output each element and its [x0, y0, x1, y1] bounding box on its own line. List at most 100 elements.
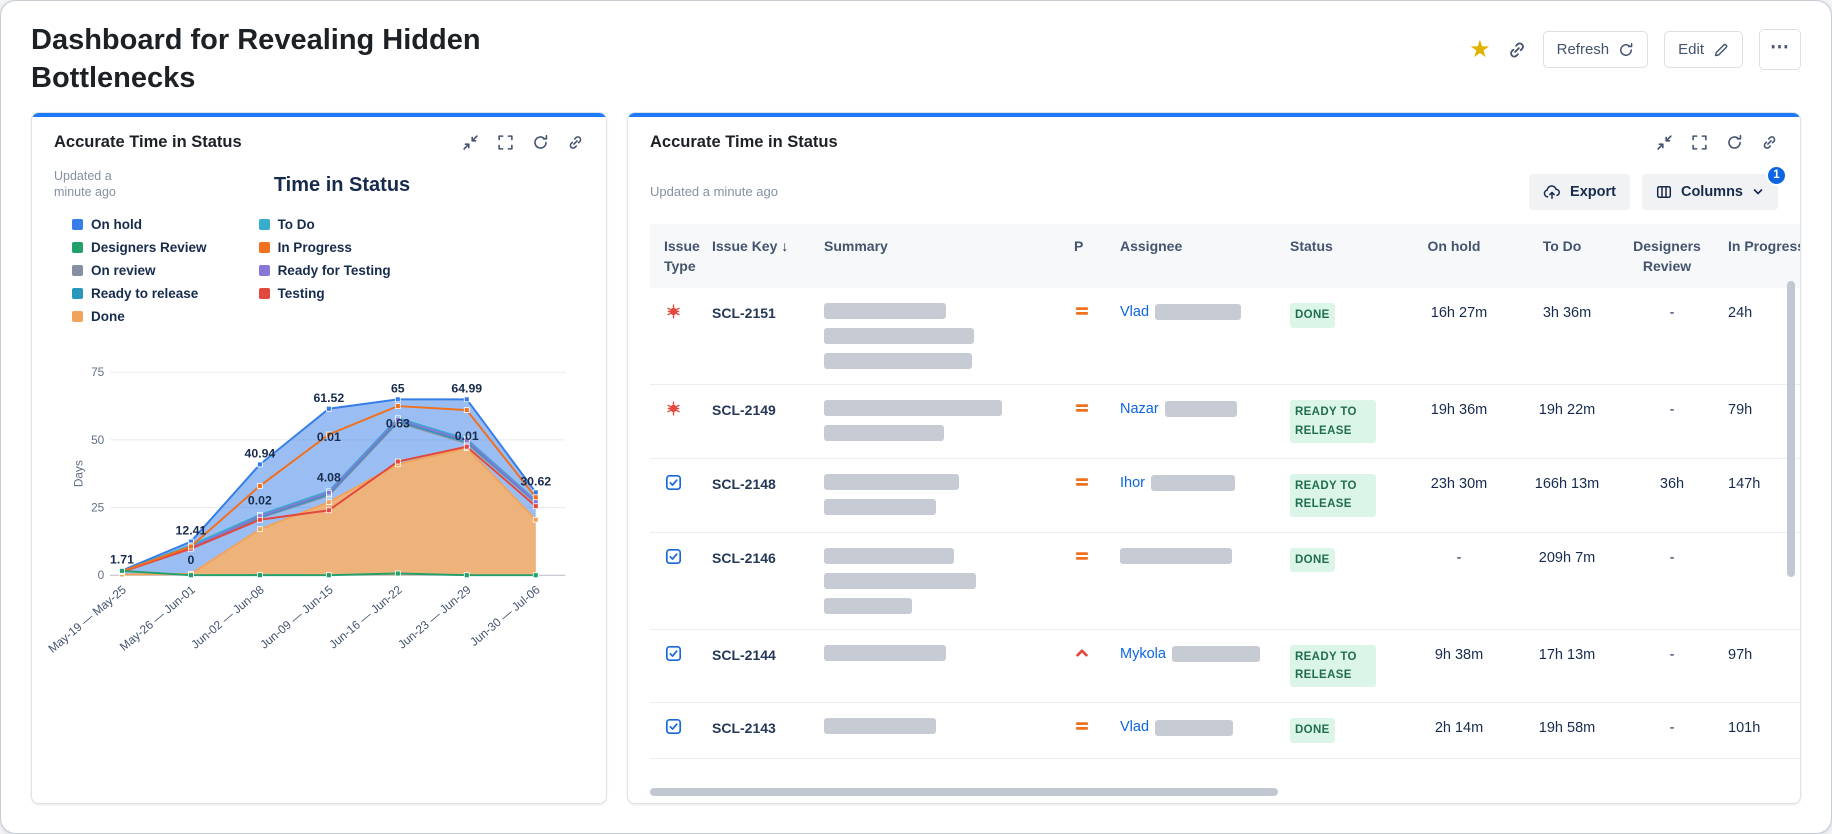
redacted-text-bar [824, 572, 976, 589]
legend-item[interactable]: Testing [258, 286, 391, 302]
export-button[interactable]: Export [1529, 173, 1630, 210]
status-cell: DONE [1290, 718, 1408, 743]
redacted-text-bar [824, 498, 936, 515]
more-actions-button[interactable]: ⋯ [1759, 29, 1801, 70]
column-header-on-hold[interactable]: On hold [1427, 237, 1481, 254]
column-header-status[interactable]: Status [1290, 237, 1333, 254]
table-body: SCL-2151 Vlad DONE 16h 27m 3h 36m - 24h … [650, 288, 1800, 759]
assignee-link[interactable]: Vlad [1120, 719, 1150, 736]
issue-key[interactable]: SCL-2146 [712, 549, 776, 566]
chart-area: 0 25 50 75 Days May-19 — May-25 May-26 — Jun-0… [32, 324, 606, 708]
svg-text:0: 0 [188, 554, 195, 568]
assignee-cell: Vlad [1120, 718, 1290, 736]
in-progress-value: 101h [1728, 720, 1761, 737]
to-do-value: 19h 58m [1538, 720, 1596, 737]
assignee-link[interactable]: Mykola [1120, 645, 1166, 662]
link-gadget-icon[interactable] [567, 134, 584, 151]
svg-text:May-19 — May-25: May-19 — May-25 [45, 583, 129, 656]
header-actions: ★ Refresh Edit ⋯ [1469, 29, 1801, 70]
issue-type-cell [650, 474, 712, 496]
issue-type-cell [650, 548, 712, 570]
table-row[interactable]: SCL-2143 Vlad DONE 2h 14m 19h 58m - 101h [650, 703, 1800, 759]
refresh-button[interactable]: Refresh [1542, 31, 1649, 68]
expand-icon[interactable] [497, 134, 514, 151]
favorite-star-icon[interactable]: ★ [1469, 35, 1491, 63]
column-header-to-do[interactable]: To Do [1542, 237, 1582, 254]
column-header-issue-type[interactable]: Issue Type [664, 237, 700, 274]
svg-text:May-26 — Jun-01: May-26 — Jun-01 [117, 583, 198, 654]
legend-item[interactable]: Ready for Testing [258, 263, 391, 278]
link-gadget-icon[interactable] [1761, 134, 1778, 151]
svg-text:Days: Days [72, 460, 86, 487]
issue-key[interactable]: SCL-2144 [712, 646, 776, 663]
refresh-gadget-icon[interactable] [532, 134, 549, 151]
legend-label: Testing [277, 286, 325, 302]
legend-swatch-icon [72, 288, 83, 300]
table-row[interactable]: SCL-2148 Ihor READY TO RELEASE 23h 30m 1… [650, 459, 1800, 533]
svg-text:0.01: 0.01 [317, 430, 341, 444]
issue-key[interactable]: SCL-2148 [712, 475, 776, 492]
issue-key[interactable]: SCL-2151 [712, 305, 776, 322]
column-header-p[interactable]: P [1074, 237, 1084, 254]
edit-button[interactable]: Edit [1664, 31, 1743, 68]
table-row[interactable]: SCL-2149 Nazar READY TO RELEASE 19h 36m … [650, 385, 1800, 459]
issue-key[interactable]: SCL-2149 [712, 402, 776, 419]
summary-redacted-cell [824, 473, 1074, 515]
column-header-summary[interactable]: Summary [824, 237, 888, 254]
chart-title: Time in Status [273, 173, 411, 196]
legend-item[interactable]: In Progress [258, 240, 391, 255]
issue-key[interactable]: SCL-2143 [712, 720, 776, 737]
designers-review-value: 36h [1659, 475, 1685, 492]
assignee-link[interactable]: Ihor [1120, 474, 1145, 491]
refresh-gadget-icon[interactable] [1726, 134, 1743, 151]
status-badge: READY TO RELEASE [1290, 400, 1376, 443]
status-cell: READY TO RELEASE [1290, 400, 1408, 443]
legend-swatch-icon [72, 242, 83, 254]
issue-type-cell [650, 645, 712, 667]
expand-icon[interactable] [1691, 134, 1708, 151]
legend-label: To Do [277, 217, 315, 233]
columns-button[interactable]: Columns 1 [1641, 164, 1787, 210]
legend-item[interactable]: Ready to release [72, 286, 207, 301]
bug-icon [665, 304, 682, 324]
summary-redacted-cell [824, 718, 1074, 735]
column-header-in-progress[interactable]: In Progress [1728, 237, 1800, 254]
summary-redacted-cell [824, 303, 1074, 370]
priority-cell [1074, 474, 1120, 495]
column-header-assignee[interactable]: Assignee [1120, 237, 1183, 254]
redacted-text-bar [824, 303, 946, 320]
svg-text:Jun-16 — Jun-22: Jun-16 — Jun-22 [326, 583, 404, 652]
on-hold-value: 23h 30m [1430, 475, 1488, 492]
svg-text:Jun-02 — Jun-08: Jun-02 — Jun-08 [188, 583, 267, 652]
redacted-text-bar [824, 473, 959, 490]
legend-item[interactable]: To Do [258, 217, 391, 233]
gadget-toolbar [462, 134, 584, 151]
designers-review-value: - [1669, 549, 1675, 566]
redacted-text-bar [824, 328, 974, 345]
legend-item[interactable]: On review [72, 263, 207, 278]
svg-text:64.99: 64.99 [451, 382, 482, 396]
svg-text:30.62: 30.62 [520, 475, 551, 489]
status-badge: DONE [1290, 303, 1335, 328]
legend-item[interactable]: Done [72, 309, 207, 324]
legend-item[interactable]: On hold [72, 217, 207, 232]
collapse-icon[interactable] [1656, 134, 1673, 151]
share-link-icon[interactable] [1507, 40, 1527, 60]
table-row[interactable]: SCL-2151 Vlad DONE 16h 27m 3h 36m - 24h [650, 288, 1800, 386]
horizontal-scrollbar[interactable] [650, 787, 1278, 796]
redacted-text-bar [824, 597, 912, 614]
assignee-link[interactable]: Nazar [1120, 401, 1159, 418]
legend-item[interactable]: Designers Review [72, 240, 207, 255]
column-header-designers-review[interactable]: Designers Review [1633, 237, 1701, 274]
table-row[interactable]: SCL-2146 DONE - 209h 7m - [650, 533, 1800, 630]
priority-cell [1074, 400, 1120, 421]
column-header-issue-key[interactable]: Issue Key ↓ [712, 237, 789, 254]
task-icon [665, 645, 682, 666]
assignee-link[interactable]: Vlad [1120, 304, 1150, 321]
legend-swatch-icon [258, 219, 270, 231]
bug-icon [665, 401, 682, 421]
collapse-icon[interactable] [462, 134, 479, 151]
status-badge: DONE [1290, 718, 1335, 743]
table-row[interactable]: SCL-2144 Mykola READY TO RELEASE 9h 38m … [650, 630, 1800, 704]
vertical-scrollbar[interactable] [1787, 280, 1795, 577]
